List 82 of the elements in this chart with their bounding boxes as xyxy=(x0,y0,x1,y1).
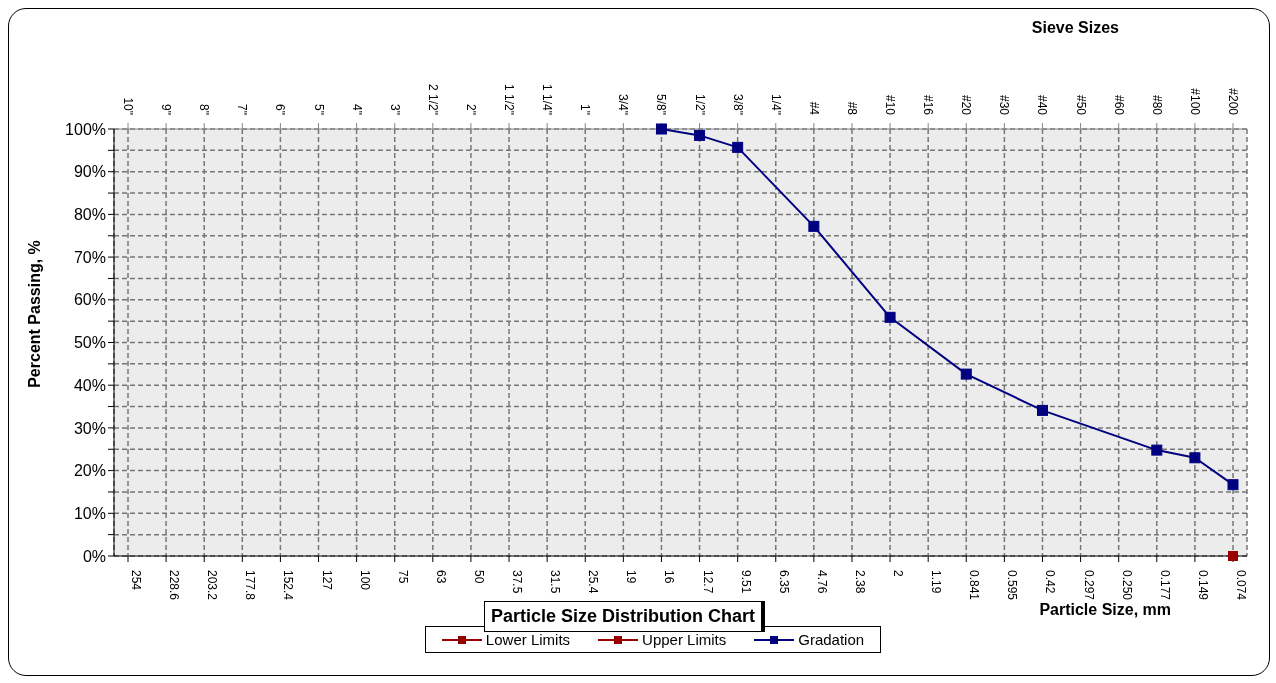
x-tick-label: 228.6 xyxy=(167,570,182,601)
x-tick-label: 6.35 xyxy=(776,570,791,594)
y-tick-label: 40% xyxy=(73,376,106,394)
y-tick-label: 100% xyxy=(65,120,106,138)
text: #30 xyxy=(997,94,1012,116)
text: #200 xyxy=(1226,88,1240,116)
text: 5" xyxy=(311,104,326,115)
text: 1/4" xyxy=(768,94,783,115)
point xyxy=(1227,479,1239,491)
x-tick-label: 9.51 xyxy=(738,570,753,594)
point xyxy=(655,123,667,135)
x-tick-label: 0.841 xyxy=(967,570,982,601)
y-tick-label: 80% xyxy=(73,206,106,224)
text: #100 xyxy=(1187,88,1202,116)
x-tick-label: 31.5 xyxy=(548,570,563,594)
x-tick-label: 2 xyxy=(891,570,906,577)
x-tick-label: 63 xyxy=(433,570,448,584)
y-tick-label: 10% xyxy=(73,504,106,522)
y-tick-label: 50% xyxy=(73,334,106,352)
text: 2" xyxy=(463,104,478,115)
text: 1/2" xyxy=(692,94,707,115)
x-tick-label: 2.38 xyxy=(852,570,867,594)
x-tick-label: 0.42 xyxy=(1043,570,1058,594)
text: 8" xyxy=(197,104,212,115)
text: 10" xyxy=(121,97,135,115)
x-tick-label: 12.7 xyxy=(700,570,715,594)
text: 1 1/2" xyxy=(502,84,517,115)
x-tick-label: 0.149 xyxy=(1195,570,1210,601)
y-tick-label: 70% xyxy=(73,248,106,266)
legend-label: Upper Limits xyxy=(641,631,727,648)
text: #20 xyxy=(959,94,974,116)
text: 3/4" xyxy=(616,94,631,115)
text: 7" xyxy=(235,104,250,115)
x-tick-label: 127 xyxy=(319,570,334,591)
x-tick-label: 0.074 xyxy=(1234,570,1248,601)
x-tick-label: 37.5 xyxy=(510,570,525,594)
text: #8 xyxy=(844,101,859,116)
x-tick-label: 19 xyxy=(624,570,639,584)
x-tick-label: 75 xyxy=(395,570,410,584)
y-axis-title: Percent Passing, % xyxy=(26,240,44,388)
text: 5/8" xyxy=(654,94,669,115)
text: 4" xyxy=(349,104,364,115)
text: #40 xyxy=(1035,94,1050,116)
point xyxy=(1151,444,1163,456)
x-tick-label: 25.4 xyxy=(586,570,601,594)
text: #80 xyxy=(1149,94,1164,116)
x-tick-label: 0.177 xyxy=(1157,570,1172,601)
y-tick-label: 30% xyxy=(73,419,106,437)
text: 3/8" xyxy=(730,94,745,115)
x-tick-label: 4.76 xyxy=(814,570,829,594)
text: #4 xyxy=(806,101,821,116)
text: 6" xyxy=(273,104,288,115)
text: Particle Size Distribution Chart xyxy=(484,601,766,632)
y-tick-label: 20% xyxy=(73,462,106,480)
x-tick-label: 1.19 xyxy=(929,570,944,594)
y-tick-label: 60% xyxy=(73,291,106,309)
x-tick-label: 16 xyxy=(662,570,677,584)
text: #60 xyxy=(1111,94,1126,116)
text: 1" xyxy=(578,104,593,115)
text: #10 xyxy=(883,94,898,116)
legend-label: Gradation xyxy=(797,631,865,648)
x-tick-label: 152.4 xyxy=(281,570,296,601)
y-tick-label: 90% xyxy=(73,163,106,181)
point xyxy=(1228,551,1238,561)
legend-label: Lower Limits xyxy=(484,631,571,648)
x-tick-label: 0.595 xyxy=(1005,570,1020,601)
x-tick-label: 177.8 xyxy=(243,570,258,601)
text: 3" xyxy=(387,104,402,115)
x-tick-label: 100 xyxy=(357,570,372,591)
x-tick-label: 254 xyxy=(129,570,143,591)
x-tick-label: 203.2 xyxy=(205,570,220,601)
text: #16 xyxy=(921,94,936,116)
x2-axis-title: Sieve Sizes xyxy=(1031,19,1119,37)
x-tick-label: 0.297 xyxy=(1081,570,1096,601)
text: 1 1/4" xyxy=(540,84,555,115)
y-tick-label: 0% xyxy=(82,547,106,565)
x-tick-label: 50 xyxy=(471,570,486,584)
x-axis-title: Particle Size, mm xyxy=(1039,601,1171,619)
x-tick-label: 0.250 xyxy=(1119,570,1134,601)
text: 9" xyxy=(159,104,174,115)
text: 2 1/2" xyxy=(425,84,440,115)
text: #50 xyxy=(1073,94,1088,116)
